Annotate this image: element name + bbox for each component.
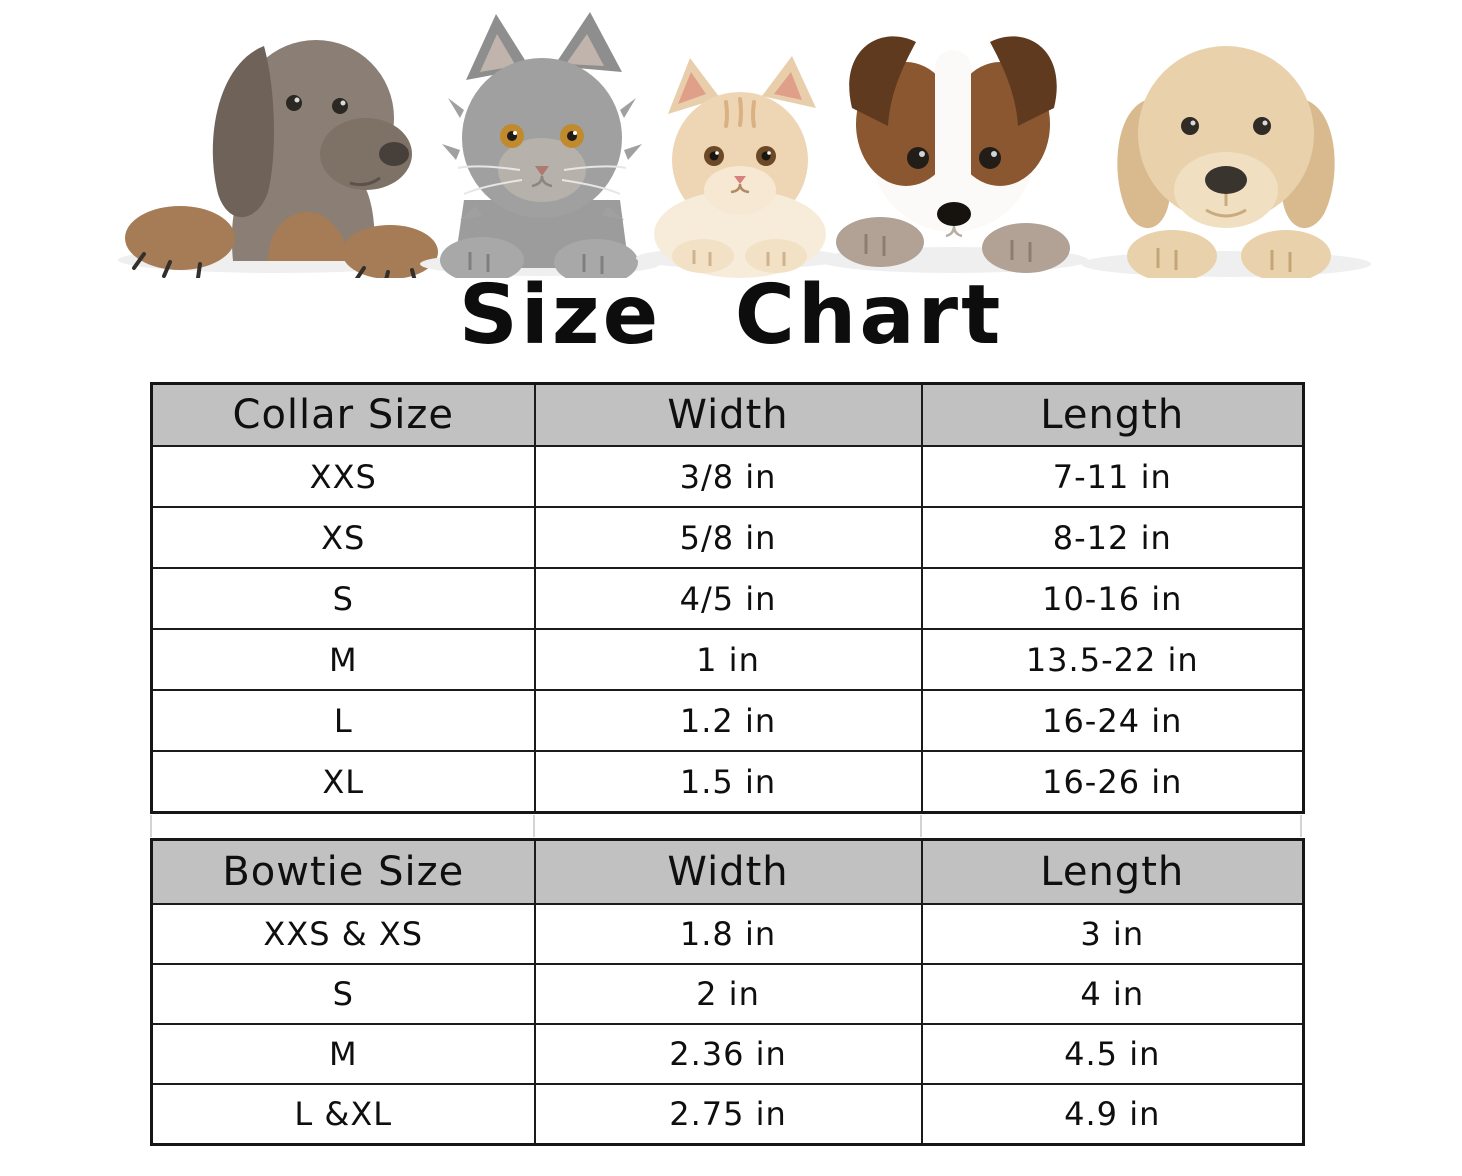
width-cell: 2.75 in xyxy=(533,1083,923,1146)
table-row: XS 5/8 in 8-12 in xyxy=(150,506,1305,569)
table-row: L &XL 2.75 in 4.9 in xyxy=(150,1083,1305,1146)
width-cell: 4/5 in xyxy=(533,567,923,630)
length-cell: 4.9 in xyxy=(920,1083,1305,1146)
bowtie-header-row: Bowtie Size Width Length xyxy=(150,838,1305,905)
length-cell: 4.5 in xyxy=(920,1023,1305,1085)
size-cell: XL xyxy=(150,750,536,814)
width-cell: 5/8 in xyxy=(533,506,923,569)
table-row: M 1 in 13.5-22 in xyxy=(150,628,1305,691)
width-cell: 1.8 in xyxy=(533,903,923,965)
collar-size-table: Collar Size Width Length XXS 3/8 in 7-11… xyxy=(150,382,1305,814)
table-row: XL 1.5 in 16-26 in xyxy=(150,750,1305,814)
length-header-cell: Length xyxy=(920,838,1305,905)
labrador-puppy-image xyxy=(1081,46,1371,278)
width-cell: 2 in xyxy=(533,963,923,1025)
table-row: S 4/5 in 10-16 in xyxy=(150,567,1305,630)
size-cell: L &XL xyxy=(150,1083,536,1146)
size-cell: L xyxy=(150,689,536,752)
bowtie-size-header-cell: Bowtie Size xyxy=(150,838,536,905)
table-row: XXS 3/8 in 7-11 in xyxy=(150,445,1305,508)
bowtie-size-table: Bowtie Size Width Length XXS & XS 1.8 in… xyxy=(150,838,1305,1146)
length-header-cell: Length xyxy=(920,382,1305,447)
length-cell: 10-16 in xyxy=(920,567,1305,630)
gray-kitten-image xyxy=(420,12,660,278)
table-row: S 2 in 4 in xyxy=(150,963,1305,1025)
gray-puppy-image xyxy=(118,40,438,278)
jack-russell-puppy-image xyxy=(818,36,1088,273)
page-title: Size Chart xyxy=(458,268,1004,363)
width-header-cell: Width xyxy=(533,838,923,905)
size-cell: M xyxy=(150,628,536,691)
table-row: M 2.36 in 4.5 in xyxy=(150,1023,1305,1085)
size-cell: XXS xyxy=(150,445,536,508)
table-row: XXS & XS 1.8 in 3 in xyxy=(150,903,1305,965)
length-cell: 3 in xyxy=(920,903,1305,965)
length-cell: 8-12 in xyxy=(920,506,1305,569)
width-cell: 1.2 in xyxy=(533,689,923,752)
size-cell: S xyxy=(150,963,536,1025)
length-cell: 13.5-22 in xyxy=(920,628,1305,691)
collar-size-header-cell: Collar Size xyxy=(150,382,536,447)
length-cell: 16-26 in xyxy=(920,750,1305,814)
size-cell: M xyxy=(150,1023,536,1085)
width-cell: 2.36 in xyxy=(533,1023,923,1085)
size-cell: XXS & XS xyxy=(150,903,536,965)
size-cell: S xyxy=(150,567,536,630)
width-cell: 1.5 in xyxy=(533,750,923,814)
table-row: L 1.2 in 16-24 in xyxy=(150,689,1305,752)
width-header-cell: Width xyxy=(533,382,923,447)
table-gap xyxy=(150,815,1302,837)
pets-banner xyxy=(118,12,1371,278)
cream-persian-kitten-image xyxy=(636,56,844,278)
collar-header-row: Collar Size Width Length xyxy=(150,382,1305,447)
length-cell: 16-24 in xyxy=(920,689,1305,752)
size-cell: XS xyxy=(150,506,536,569)
length-cell: 4 in xyxy=(920,963,1305,1025)
width-cell: 1 in xyxy=(533,628,923,691)
width-cell: 3/8 in xyxy=(533,445,923,508)
length-cell: 7-11 in xyxy=(920,445,1305,508)
